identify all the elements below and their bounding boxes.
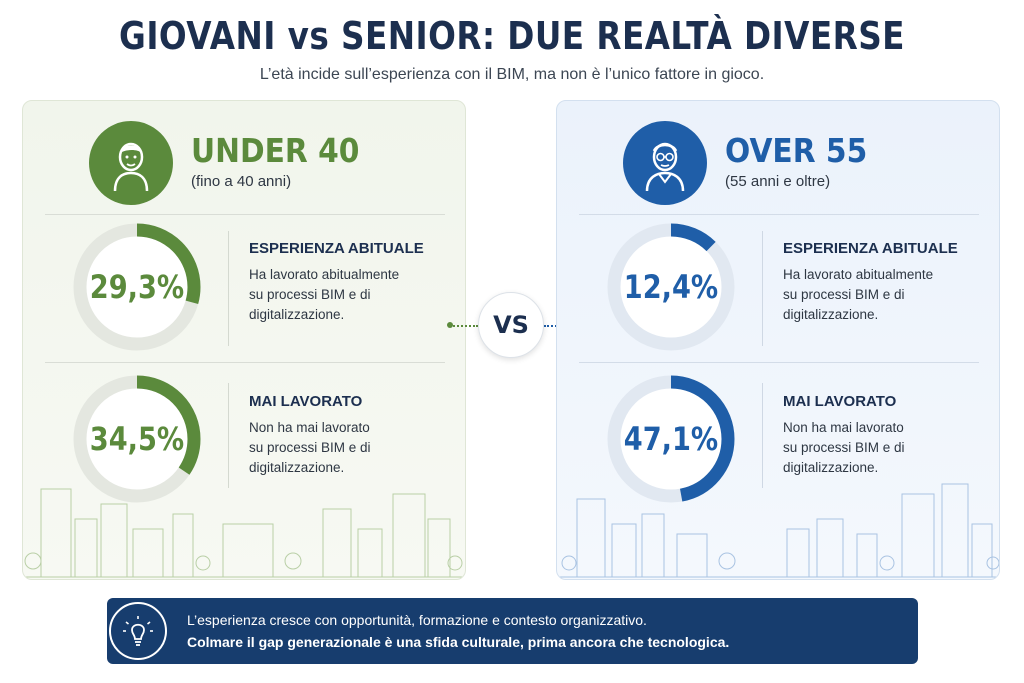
divider bbox=[45, 214, 445, 215]
banner-text-line-1: L’esperienza cresce con opportunità, for… bbox=[187, 612, 647, 628]
lightbulb-icon bbox=[109, 602, 167, 660]
group-name: OVER 55 bbox=[725, 131, 868, 170]
stat-heading: MAI LAVORATO bbox=[783, 393, 897, 410]
cityscape-illustration bbox=[23, 488, 465, 578]
page-subtitle: L’età incide sull’esperienza con il BIM,… bbox=[259, 66, 765, 83]
donut-arc bbox=[73, 223, 201, 351]
divider bbox=[762, 231, 763, 346]
donut-ring bbox=[607, 375, 735, 503]
donut-chart: 12,4% bbox=[605, 221, 737, 353]
donut-arc bbox=[607, 375, 735, 503]
donut-ring bbox=[607, 223, 735, 351]
donut-ring bbox=[73, 223, 201, 351]
divider bbox=[45, 362, 445, 363]
cityscape-illustration bbox=[557, 483, 999, 578]
donut-arc bbox=[607, 223, 735, 351]
divider bbox=[579, 214, 979, 215]
stat-description: Non ha mai lavorato su processi BIM e di… bbox=[783, 420, 905, 475]
over-55-panel: OVER 55 (55 anni e oltre) 12,4% ESPERIEN… bbox=[556, 100, 1000, 580]
stat-description: Ha lavorato abitualmente su processi BIM… bbox=[249, 267, 400, 322]
stat-heading: ESPERIENZA ABITUALE bbox=[783, 240, 958, 257]
stat-description: Ha lavorato abitualmente su processi BIM… bbox=[783, 267, 934, 322]
banner-text-line-2: Colmare il gap generazionale è una sfida… bbox=[187, 634, 730, 650]
donut-value: 34,5% bbox=[89, 420, 185, 458]
donut-value: 29,3% bbox=[89, 268, 185, 306]
under-40-panel: UNDER 40 (fino a 40 anni) 29,3% ESPERIEN… bbox=[22, 100, 466, 580]
divider bbox=[762, 383, 763, 488]
young-person-icon bbox=[89, 121, 173, 205]
divider bbox=[228, 383, 229, 488]
conclusion-banner: L’esperienza cresce con opportunità, for… bbox=[107, 598, 918, 664]
donut-chart: 29,3% bbox=[71, 221, 203, 353]
vs-badge: VS bbox=[478, 292, 544, 358]
group-name: UNDER 40 bbox=[191, 131, 360, 170]
donut-ring bbox=[73, 375, 201, 503]
donut-chart: 47,1% bbox=[605, 373, 737, 505]
page-title: GIOVANI vs SENIOR: DUE REALTÀ DIVERSE bbox=[119, 14, 905, 58]
stat-description: Non ha mai lavorato su processi BIM e di… bbox=[249, 420, 371, 475]
connector-dot bbox=[447, 322, 453, 328]
donut-value: 47,1% bbox=[623, 420, 719, 458]
donut-arc bbox=[73, 375, 201, 503]
donut-chart: 34,5% bbox=[71, 373, 203, 505]
vs-connector-left bbox=[450, 325, 478, 327]
group-range: (55 anni e oltre) bbox=[725, 173, 831, 190]
senior-person-icon bbox=[623, 121, 707, 205]
stat-heading: MAI LAVORATO bbox=[249, 393, 363, 410]
group-range: (fino a 40 anni) bbox=[191, 173, 292, 190]
donut-value: 12,4% bbox=[623, 268, 719, 306]
divider bbox=[228, 231, 229, 346]
stat-heading: ESPERIENZA ABITUALE bbox=[249, 240, 424, 257]
divider bbox=[579, 362, 979, 363]
